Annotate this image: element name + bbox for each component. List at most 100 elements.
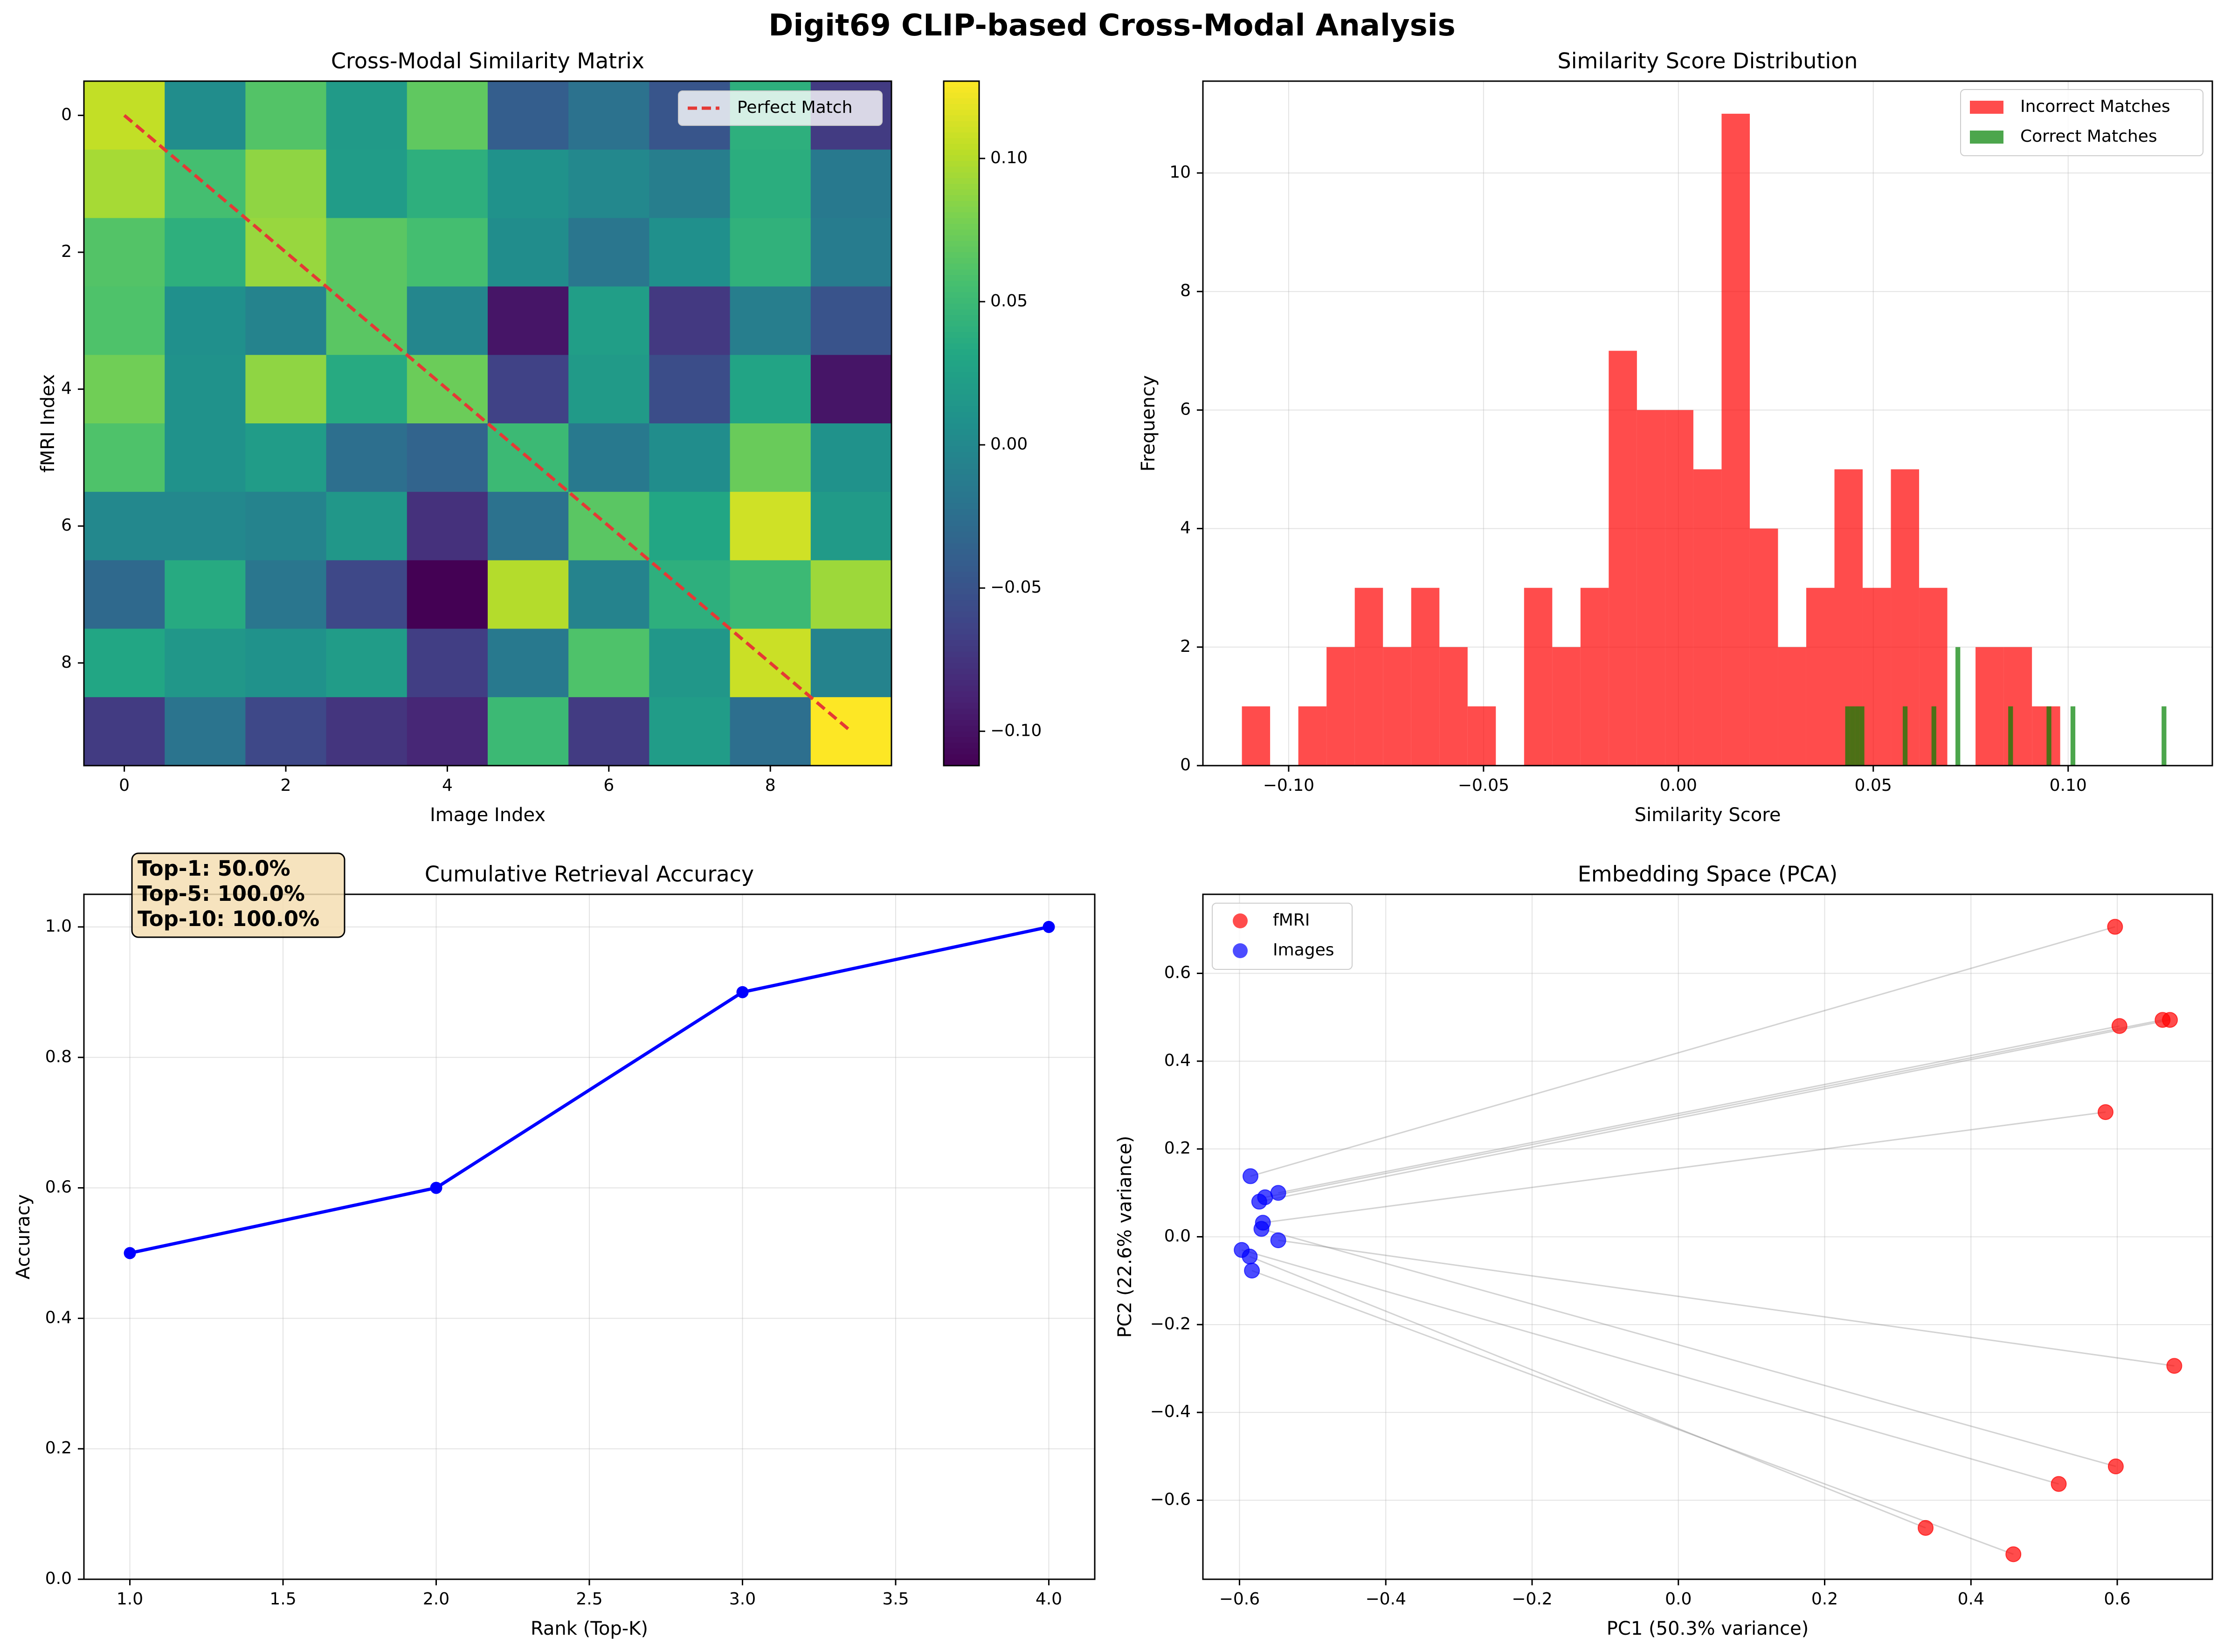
image-point — [1270, 1232, 1286, 1249]
x-tick-label: 0.0 — [1665, 1590, 1692, 1609]
colorbar-step — [944, 235, 979, 242]
pair-connection-line — [1263, 1111, 2106, 1223]
pair-connection-line — [1259, 1019, 2170, 1203]
colorbar-tick-label: 0.10 — [990, 148, 1028, 167]
y-tick-label: 0.2 — [1164, 1139, 1191, 1158]
heatmap-cell — [407, 491, 488, 561]
histogram-bar-correct — [2162, 706, 2167, 766]
colorbar-frame — [943, 80, 980, 767]
y-tick-label: −0.6 — [1150, 1490, 1191, 1509]
histogram-bar-incorrect — [2003, 647, 2032, 766]
heatmap-cell — [730, 355, 811, 424]
colorbar-step — [944, 509, 979, 515]
y-tick-label: 6 — [61, 516, 72, 535]
x-tick-label: −0.4 — [1365, 1590, 1406, 1609]
heatmap-cell — [165, 629, 246, 698]
colorbar-step — [944, 720, 979, 726]
pair-connection-line — [1278, 1239, 2175, 1367]
colorbar-step — [944, 577, 979, 584]
colorbar-step — [944, 435, 979, 441]
heatmap-cell — [245, 697, 327, 766]
colorbar-step — [944, 657, 979, 664]
heatmap-cell — [326, 218, 408, 287]
colorbar-step — [944, 366, 979, 373]
heatmap-cell — [568, 697, 649, 766]
accuracy-point — [430, 1182, 442, 1194]
heatmap-cell — [326, 491, 408, 561]
x-tick-label: 2 — [281, 776, 291, 795]
pair-connection-line — [1241, 1249, 2059, 1485]
histogram-bar-incorrect — [1524, 588, 1553, 766]
histogram-bar-correct — [1902, 706, 1908, 766]
histogram-bar-incorrect — [1242, 706, 1271, 766]
image-point — [1242, 1168, 1258, 1184]
histogram-bar-incorrect — [1693, 469, 1722, 766]
legend-label: Incorrect Matches — [2020, 97, 2170, 116]
histogram-bar-incorrect — [1975, 647, 2004, 766]
heatmap-cell — [810, 218, 892, 287]
colorbar-step — [944, 223, 979, 230]
colorbar-step — [944, 309, 979, 316]
y-tick-label: 0.4 — [45, 1308, 72, 1327]
colorbar-step — [944, 674, 979, 681]
heatmap-cell — [568, 286, 649, 355]
x-tick-label: 4.0 — [1036, 1590, 1062, 1609]
colorbar-step — [944, 338, 979, 344]
colorbar-step — [944, 115, 979, 122]
heatmap-cell — [407, 149, 488, 219]
pair-connection-line — [1265, 1019, 2163, 1198]
heatmap-cell — [810, 491, 892, 561]
fmri-point — [1918, 1520, 1934, 1536]
histogram-bar-correct — [1850, 706, 1855, 766]
histogram-bar-incorrect — [1665, 410, 1693, 766]
colorbar-step — [944, 275, 979, 281]
y-tick-label: 0.8 — [45, 1047, 72, 1066]
pair-connection-line — [1250, 926, 2115, 1177]
heatmap-cell — [245, 491, 327, 561]
colorbar-step — [944, 588, 979, 595]
colorbar-step — [944, 617, 979, 623]
colorbar-step — [944, 229, 979, 236]
colorbar-step — [944, 406, 979, 413]
heatmap-cell — [488, 560, 569, 629]
x-tick-label: 8 — [765, 776, 776, 795]
colorbar-step — [944, 138, 979, 145]
colorbar-step — [944, 126, 979, 133]
heatmap-cell — [84, 286, 165, 355]
heatmap-cell — [810, 355, 892, 424]
accuracy-point — [1043, 920, 1055, 933]
y-tick-label: 0.6 — [45, 1178, 72, 1197]
colorbar-step — [944, 646, 979, 652]
heatmap-cell — [649, 218, 731, 287]
y-tick-label: −0.2 — [1150, 1314, 1191, 1334]
pair-connection-line — [1251, 1270, 2014, 1555]
y-tick-label: 8 — [1180, 281, 1191, 300]
heatmap-cell — [245, 81, 327, 150]
image-point — [1251, 1194, 1267, 1210]
heatmap-cell — [488, 218, 569, 287]
colorbar-step — [944, 207, 979, 213]
heatmap-cell — [568, 81, 649, 150]
heatmap-cell — [407, 697, 488, 766]
heatmap-cell — [165, 218, 246, 287]
colorbar-step — [944, 292, 979, 298]
image-point — [1242, 1248, 1258, 1265]
y-tick-label: 4 — [61, 379, 72, 398]
image-point — [1244, 1263, 1260, 1279]
histogram-bar-incorrect — [1326, 647, 1355, 766]
colorbar-step — [944, 326, 979, 333]
colorbar-step — [944, 332, 979, 339]
colorbar-step — [944, 714, 979, 720]
colorbar-step — [944, 685, 979, 692]
heatmap-cell — [84, 491, 165, 561]
y-tick-label: 0.0 — [45, 1569, 72, 1588]
x-tick-label: 0.2 — [1811, 1590, 1838, 1609]
colorbar-step — [944, 446, 979, 452]
colorbar-step — [944, 520, 979, 526]
heatmap-cell — [407, 560, 488, 629]
colorbar-step — [944, 355, 979, 361]
colorbar-step — [944, 389, 979, 395]
colorbar-step — [944, 463, 979, 470]
colorbar-step — [944, 600, 979, 607]
heatmap-cell — [84, 697, 165, 766]
